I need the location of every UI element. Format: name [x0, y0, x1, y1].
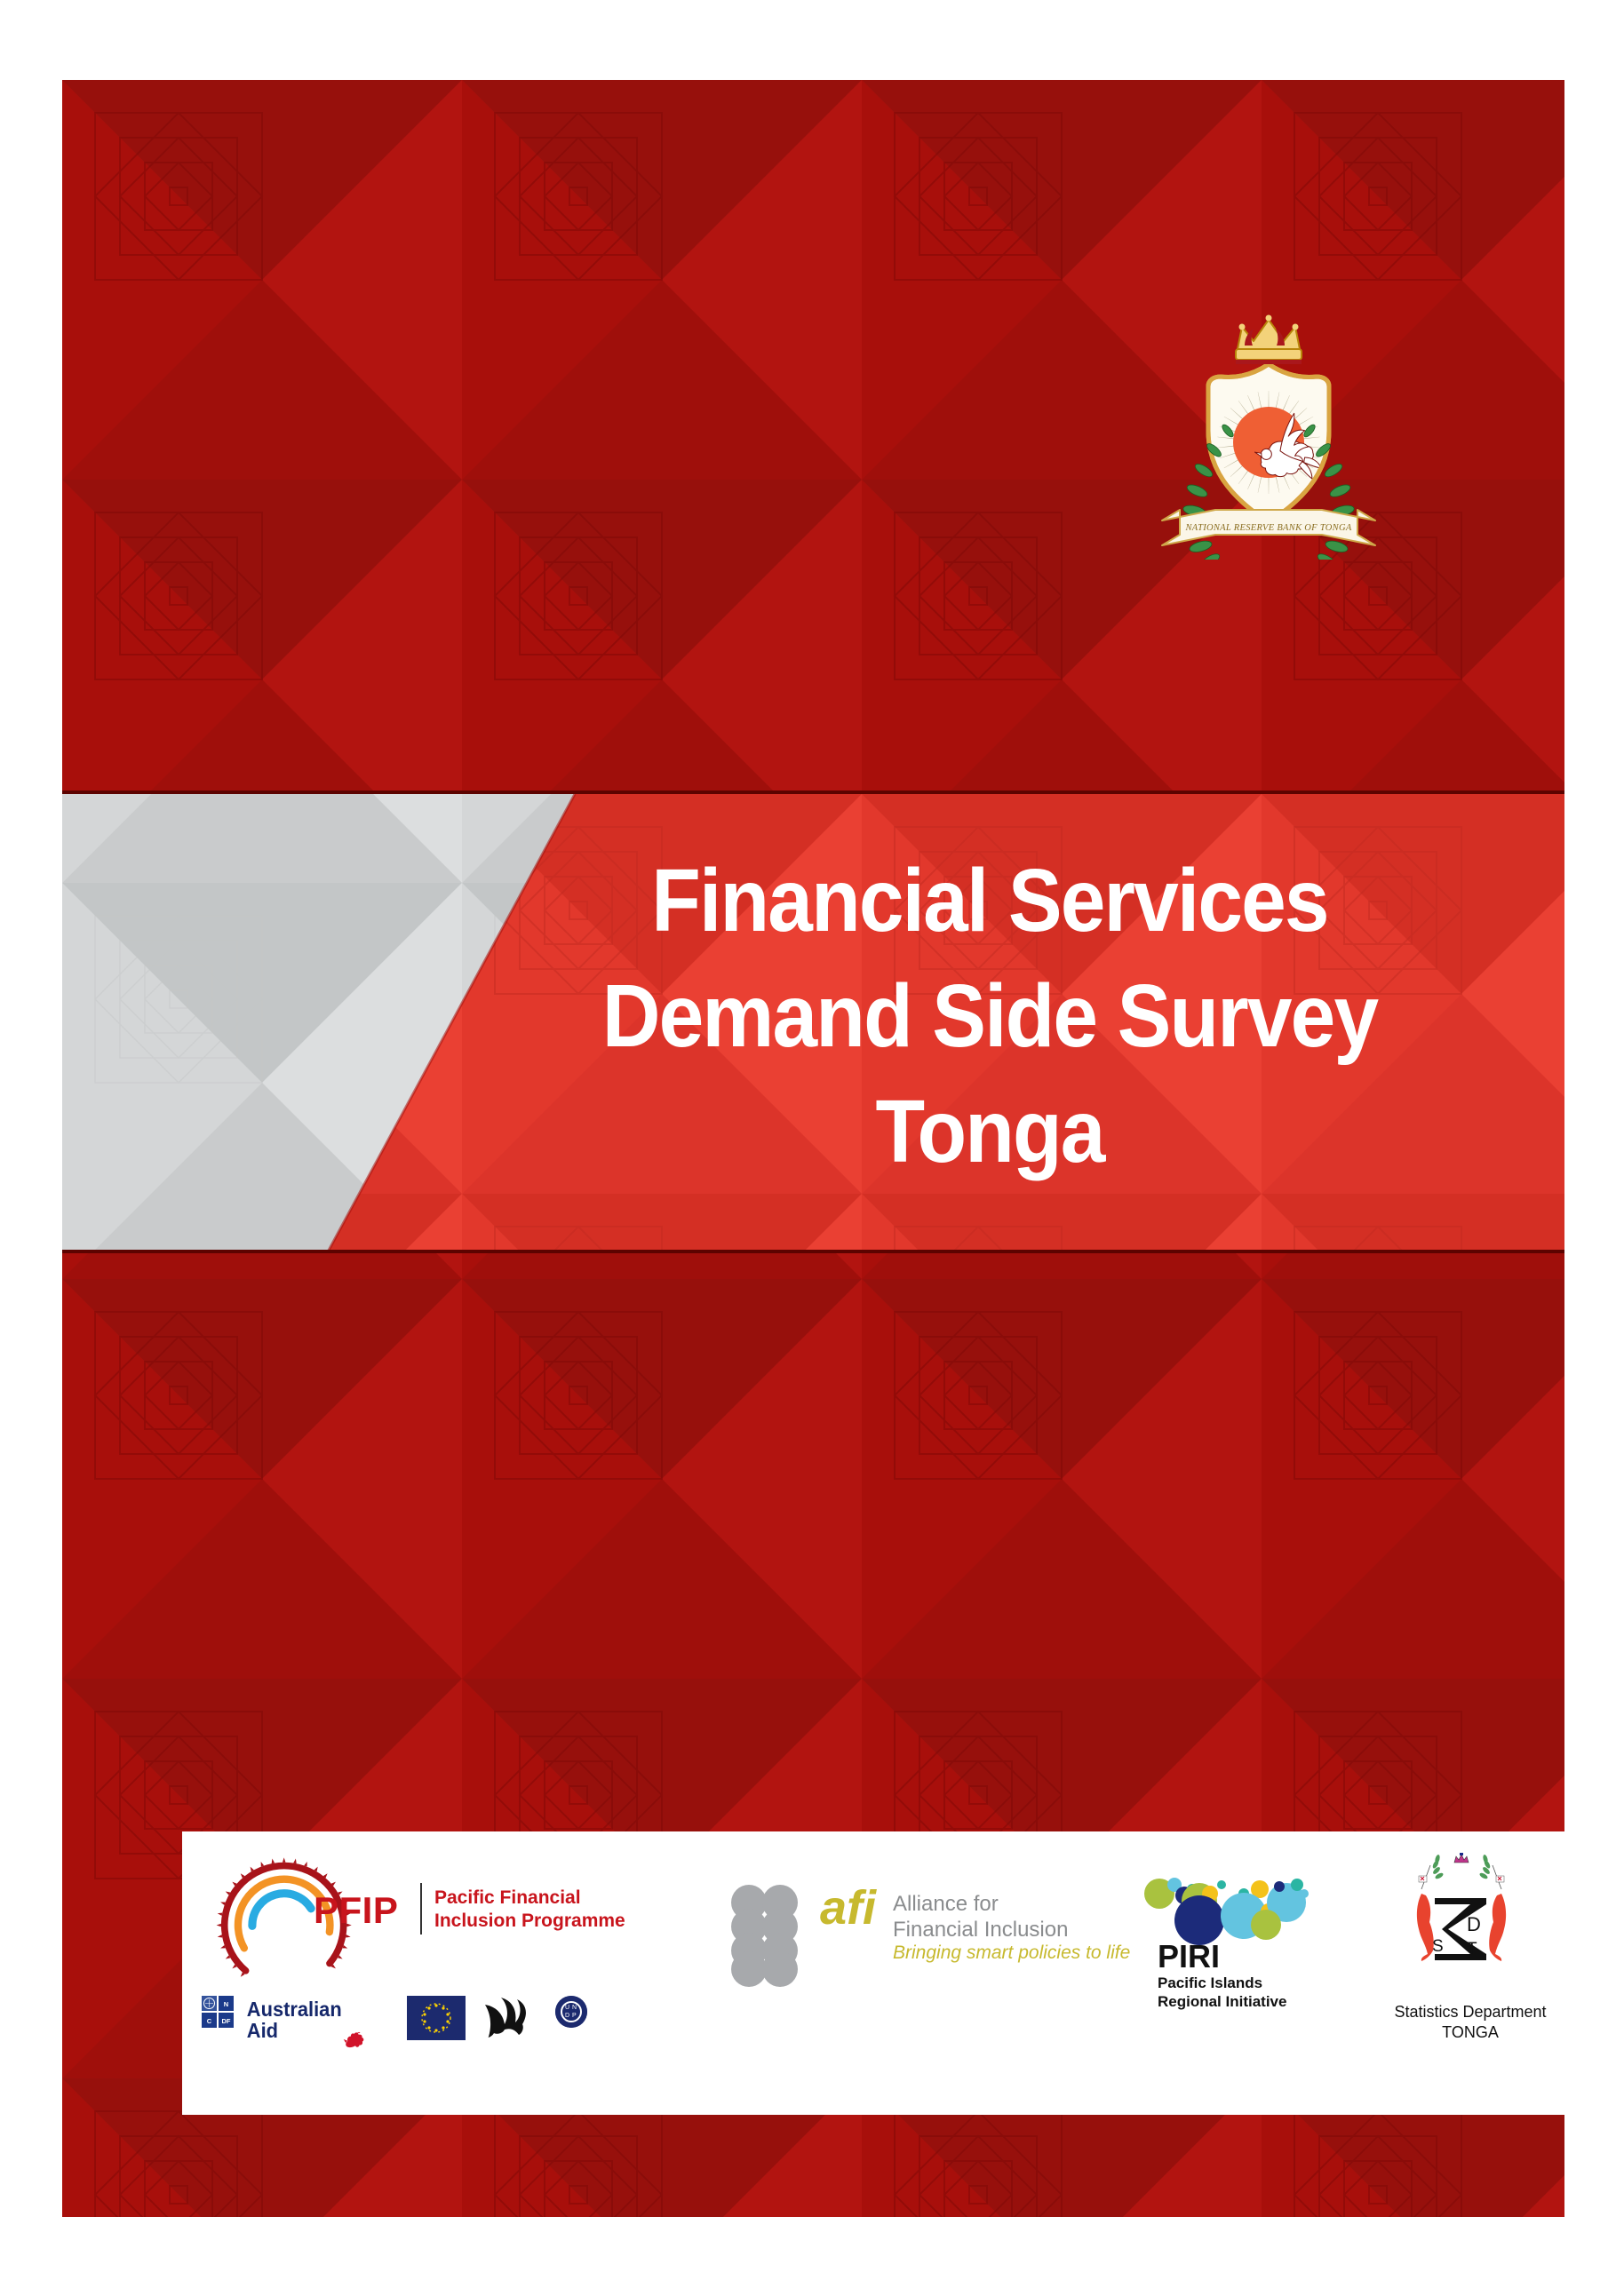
svg-text:N: N: [572, 2005, 577, 2011]
svg-text:P: P: [572, 2013, 577, 2019]
svg-text:DF: DF: [222, 2017, 231, 2025]
svg-text:T: T: [1467, 1940, 1477, 1958]
svg-text:C: C: [207, 2017, 212, 2025]
svg-text:D: D: [1467, 1913, 1481, 1935]
svg-text:S: S: [1432, 1937, 1444, 1956]
svg-text:N: N: [224, 2000, 228, 2008]
svg-text:NATIONAL RESERVE BANK OF TONGA: NATIONAL RESERVE BANK OF TONGA: [1184, 523, 1351, 533]
svg-text:D: D: [565, 2013, 569, 2019]
svg-text:U: U: [565, 2005, 569, 2011]
